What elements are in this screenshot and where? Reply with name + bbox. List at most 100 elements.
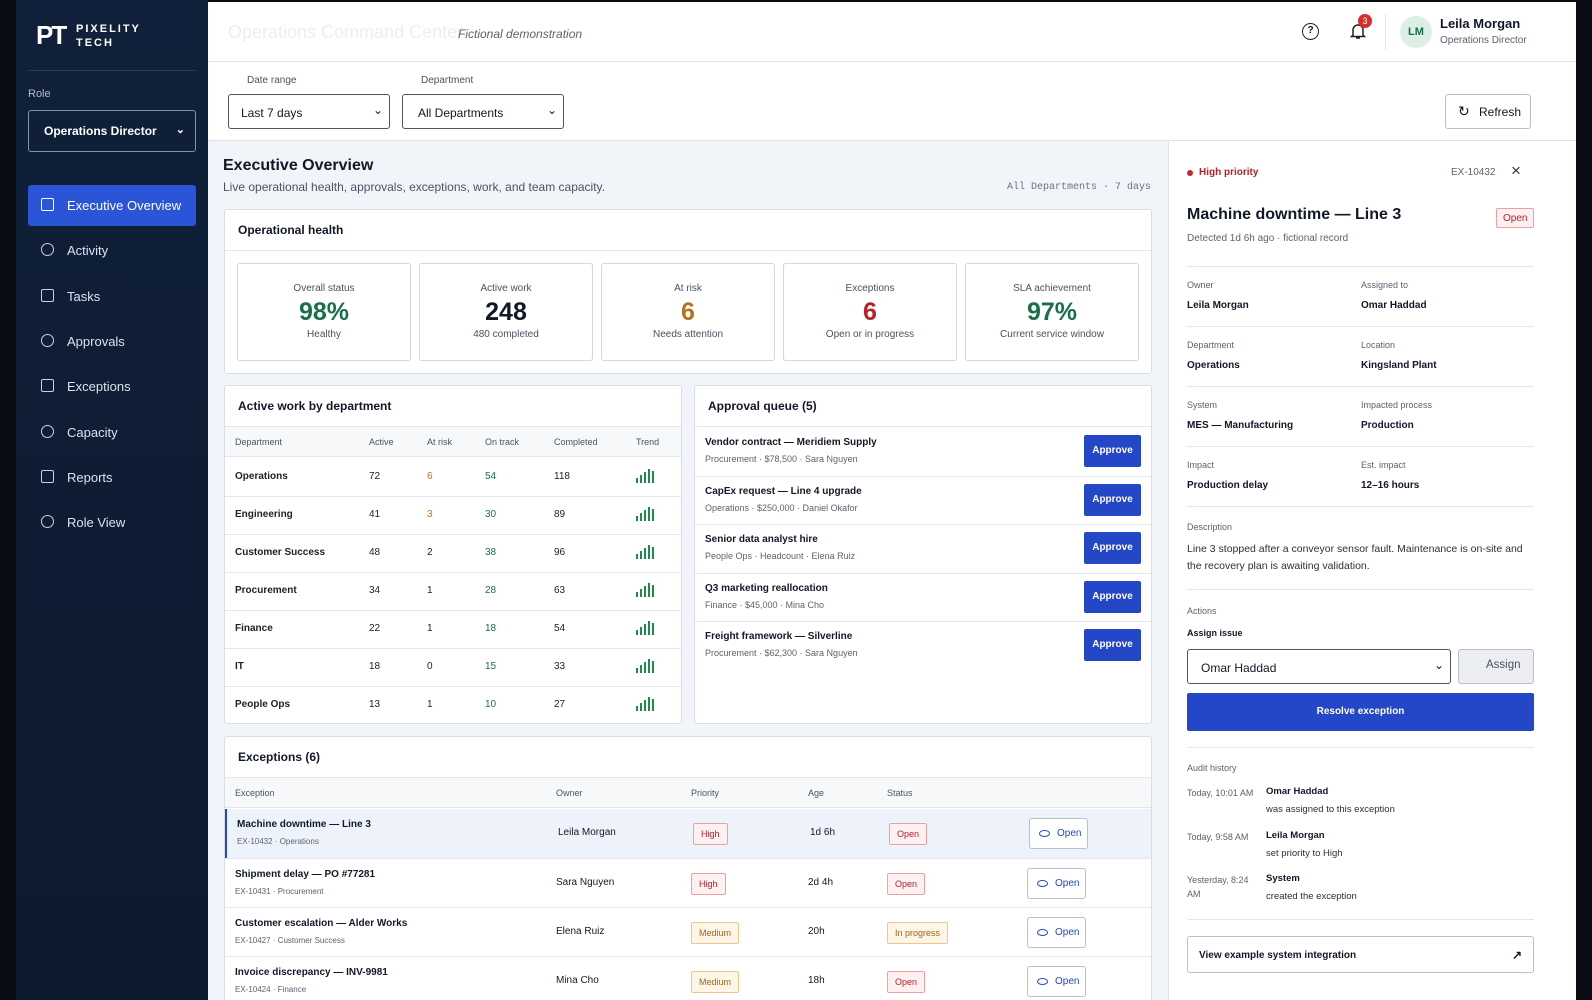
department-name: People Ops (235, 699, 291, 710)
refresh-button[interactable]: Refresh ↻ (1445, 94, 1531, 129)
exception-row: Invoice discrepancy — INV-9981 EX-10424 ·… (225, 956, 1151, 1000)
row-divider (225, 496, 681, 497)
card-value: 98% (298, 298, 350, 326)
priority-label: High priority (1199, 167, 1259, 178)
close-button[interactable]: × (1511, 161, 1521, 180)
assignee-value: Omar Haddad (1201, 661, 1277, 675)
nav-item[interactable]: Tasks (28, 276, 196, 317)
panel-title: Operational health (238, 223, 344, 237)
app-title: Operations Command Center (228, 22, 464, 42)
divider (28, 70, 196, 71)
integration-link[interactable]: View example system integration ↗ (1187, 936, 1534, 973)
date-select[interactable]: Last 7 days ⌄ (228, 94, 390, 129)
open-button[interactable]: Open (1027, 917, 1086, 948)
exception-title: Customer escalation — Alder Works (235, 918, 408, 929)
nav-item[interactable]: Role View (28, 502, 196, 543)
trend-bar (648, 621, 650, 635)
description-label: Description (1187, 522, 1233, 532)
status-badge: Open (887, 971, 926, 993)
audit-action: set priority to High (1266, 847, 1343, 859)
department-value: All Departments (418, 106, 504, 120)
nav-item[interactable]: Reports (28, 457, 196, 498)
nav-item[interactable]: Approvals (28, 321, 196, 362)
divider (1187, 506, 1534, 507)
priority-badge: Medium (691, 971, 740, 993)
open-button[interactable]: Open (1027, 868, 1086, 899)
department-name: Operations (235, 471, 288, 482)
refresh-icon: ↻ (1458, 103, 1470, 119)
nav-item[interactable]: Activity (28, 230, 196, 271)
approval-meta: People Ops · Headcount · Elena Ruiz (705, 551, 856, 561)
cell: 13 (369, 699, 381, 710)
field-value: Production delay (1187, 480, 1269, 491)
department-name: Finance (235, 623, 273, 634)
approval-meta: Operations · $250,000 · Daniel Okafor (705, 502, 858, 513)
row-divider (695, 475, 1151, 477)
trend-bar (652, 699, 654, 711)
description: Line 3 stopped after a conveyor sensor f… (1187, 543, 1523, 572)
nav-label: Tasks (67, 288, 101, 304)
field-label: Location (1361, 340, 1396, 350)
department-name: Procurement (235, 585, 297, 596)
approve-button[interactable]: Approve (1084, 435, 1141, 467)
sidebar: PT PIXELITY TECH Role Operations Directo… (16, 0, 208, 1000)
assign-button[interactable]: Assign (1458, 649, 1534, 684)
audit-actor: Omar Haddad (1266, 786, 1329, 797)
panel-title: Exceptions (6) (238, 750, 321, 764)
approval-meta: Procurement · $62,300 · Sara Nguyen (705, 648, 858, 658)
trend-bar (640, 513, 642, 521)
nav-icon (41, 198, 54, 211)
approve-button[interactable]: Approve (1084, 483, 1141, 516)
assignee-select[interactable]: Omar Haddad ⌄ (1187, 649, 1451, 684)
owner: Leila Morgan (558, 827, 616, 838)
audit-time: Yesterday, 8:24 AM (1187, 875, 1249, 899)
trend-bar (644, 548, 646, 559)
trend-bar (636, 478, 638, 483)
external-icon: ↗ (1511, 948, 1522, 962)
nav-icon (41, 469, 54, 483)
nav-item[interactable]: Executive Overview (28, 185, 196, 226)
actions-label: Actions (1187, 606, 1217, 616)
cell: 89 (554, 509, 566, 520)
nav-item[interactable]: Exceptions (28, 366, 196, 407)
page-subtitle: Live operational health, approvals, exce… (223, 180, 605, 194)
approve-button[interactable]: Approve (1084, 629, 1141, 661)
divider (225, 250, 1151, 251)
exception-meta: EX-10427 · Customer Success (235, 936, 345, 945)
row-divider (225, 686, 681, 687)
exception-row: Shipment delay — PO #77281 EX-10431 · Pro… (225, 858, 1151, 907)
field-value: Production (1361, 420, 1414, 431)
nav-label: Capacity (67, 424, 118, 440)
approve-button[interactable]: Approve (1084, 580, 1141, 613)
trend-bar (640, 627, 642, 635)
trend-bar (636, 592, 638, 597)
cell: 33 (554, 661, 566, 672)
page-title: Executive Overview (223, 157, 374, 174)
date-value: Last 7 days (241, 106, 303, 120)
role-select[interactable]: Operations Director ⌄ (28, 110, 196, 152)
card-note: Open or in progress (825, 329, 915, 340)
card-label: Active work (480, 283, 532, 294)
department-name: IT (235, 661, 244, 672)
row-divider (695, 572, 1151, 574)
open-label: Open (1055, 927, 1080, 938)
department-select[interactable]: All Departments ⌄ (402, 94, 564, 129)
nav-item[interactable]: Capacity (28, 412, 196, 453)
open-button[interactable]: Open (1029, 818, 1088, 849)
field-value: Leila Morgan (1187, 300, 1249, 311)
card-value: 6 (681, 298, 695, 326)
scope: All Departments · 7 days (1006, 182, 1151, 193)
trend-icon (636, 545, 656, 559)
card-value: 6 (863, 298, 877, 326)
approve-button[interactable]: Approve (1084, 532, 1141, 564)
trend-icon (636, 659, 656, 673)
user-name: Leila Morgan (1440, 16, 1521, 31)
nav-label: Approvals (67, 333, 125, 349)
resolve-button[interactable]: Resolve exception (1187, 693, 1534, 731)
help-button[interactable]: ? (1302, 23, 1319, 40)
field-value: MES — Manufacturing (1187, 420, 1294, 431)
priority-badge: High (691, 873, 726, 895)
open-button[interactable]: Open (1027, 966, 1086, 997)
audit-time: Today, 9:58 AM (1187, 831, 1249, 842)
